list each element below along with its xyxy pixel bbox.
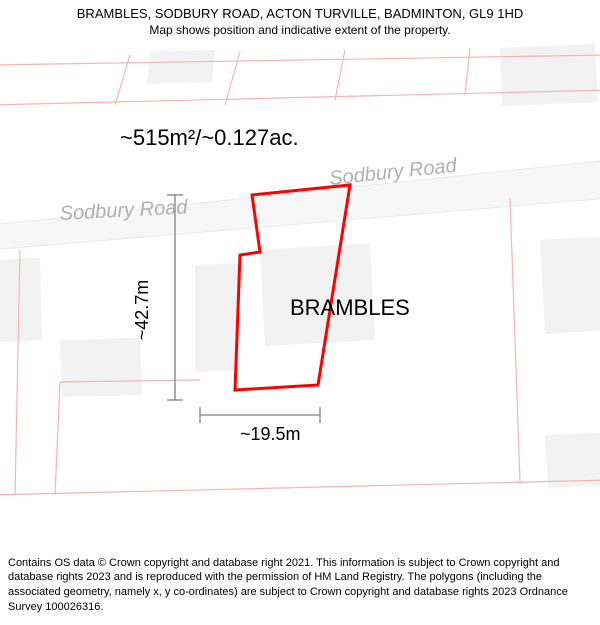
page: BRAMBLES, SODBURY ROAD, ACTON TURVILLE, … bbox=[0, 0, 600, 625]
building bbox=[540, 236, 600, 334]
height-dimension-label: ~42.7m bbox=[132, 280, 152, 341]
page-subtitle: Map shows position and indicative extent… bbox=[10, 23, 590, 37]
map-svg: Sodbury RoadSodbury Road~515m²/~0.127ac.… bbox=[0, 40, 600, 530]
footer: Contains OS data © Crown copyright and d… bbox=[0, 550, 600, 625]
property-label: BRAMBLES bbox=[290, 295, 410, 320]
header: BRAMBLES, SODBURY ROAD, ACTON TURVILLE, … bbox=[0, 0, 600, 39]
building bbox=[147, 50, 215, 84]
copyright-text: Contains OS data © Crown copyright and d… bbox=[8, 556, 592, 615]
building bbox=[545, 432, 600, 488]
area-label: ~515m²/~0.127ac. bbox=[120, 125, 299, 150]
map-area: Sodbury RoadSodbury Road~515m²/~0.127ac.… bbox=[0, 40, 600, 530]
width-dimension-label: ~19.5m bbox=[240, 424, 301, 444]
building bbox=[60, 338, 142, 397]
building bbox=[195, 263, 240, 372]
building bbox=[500, 44, 598, 106]
page-title: BRAMBLES, SODBURY ROAD, ACTON TURVILLE, … bbox=[10, 6, 590, 21]
building bbox=[0, 258, 42, 342]
